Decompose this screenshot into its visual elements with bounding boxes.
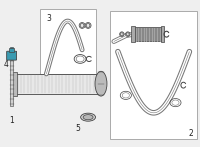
Bar xyxy=(131,26,135,42)
Bar xyxy=(10,47,13,49)
Text: 2: 2 xyxy=(189,129,194,138)
Bar xyxy=(15,74,100,94)
Ellipse shape xyxy=(83,115,93,120)
Ellipse shape xyxy=(127,33,129,36)
Bar xyxy=(134,27,162,41)
Ellipse shape xyxy=(85,22,91,28)
Text: 5: 5 xyxy=(76,124,81,133)
Ellipse shape xyxy=(126,32,130,36)
Text: 4: 4 xyxy=(3,60,8,69)
Bar xyxy=(10,60,13,106)
Bar xyxy=(11,72,17,96)
Ellipse shape xyxy=(121,33,123,36)
Ellipse shape xyxy=(120,32,124,36)
Ellipse shape xyxy=(81,113,96,121)
Bar xyxy=(9,49,14,52)
Bar xyxy=(40,9,96,74)
Ellipse shape xyxy=(95,71,107,96)
Text: 3: 3 xyxy=(46,14,51,23)
Ellipse shape xyxy=(79,22,85,28)
Ellipse shape xyxy=(80,24,84,27)
Text: 1: 1 xyxy=(9,116,14,125)
Ellipse shape xyxy=(86,24,90,27)
FancyBboxPatch shape xyxy=(7,51,17,60)
Bar xyxy=(161,26,164,42)
Bar xyxy=(110,11,197,139)
